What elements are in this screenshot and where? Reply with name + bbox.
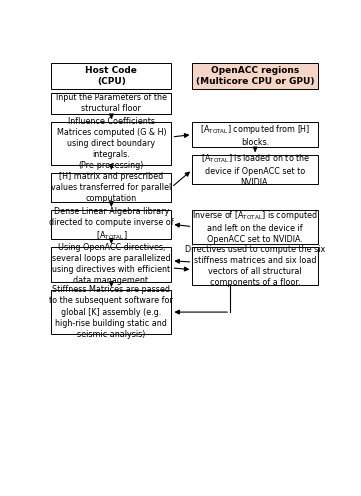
Text: Inverse of [A$_\mathregular{TOTAL}$] is computed
and left on the device if
OpenA: Inverse of [A$_\mathregular{TOTAL}$] is … (192, 209, 318, 244)
Text: OpenACC regions
(Multicore CPU or GPU): OpenACC regions (Multicore CPU or GPU) (196, 65, 314, 86)
Text: Input the Parameters of the
structural floor: Input the Parameters of the structural f… (56, 93, 167, 114)
Text: Stiffness Matrices are passed
to the subsequent software for
global [K] assembly: Stiffness Matrices are passed to the sub… (49, 285, 173, 339)
Text: Influence Coefficients
Matrices computed (G & H)
using direct boundary
integrals: Influence Coefficients Matrices computed… (57, 117, 166, 170)
FancyBboxPatch shape (51, 93, 171, 114)
FancyBboxPatch shape (51, 62, 171, 89)
FancyBboxPatch shape (51, 210, 171, 239)
FancyBboxPatch shape (192, 210, 318, 244)
Text: Directives used to compute the six
stiffness matrices and six load
vectors of al: Directives used to compute the six stiff… (185, 245, 325, 287)
FancyBboxPatch shape (51, 247, 171, 282)
Text: [A$_\mathregular{TOTAL}$] is loaded on to the
device if OpenACC set to
NVIDIA.: [A$_\mathregular{TOTAL}$] is loaded on t… (200, 152, 310, 187)
FancyBboxPatch shape (192, 122, 318, 147)
FancyBboxPatch shape (51, 290, 171, 334)
Text: [H] matrix and prescribed
values transferred for parallel
computation: [H] matrix and prescribed values transfe… (51, 172, 171, 203)
Text: [A$_\mathregular{TOTAL}$] computed from [H]
blocks.: [A$_\mathregular{TOTAL}$] computed from … (200, 123, 310, 147)
FancyBboxPatch shape (192, 155, 318, 184)
FancyBboxPatch shape (192, 62, 318, 89)
Text: Host Code
(CPU): Host Code (CPU) (86, 65, 137, 86)
FancyBboxPatch shape (51, 122, 171, 165)
Text: Using OpenACC directives,
several loops are parallelized
using directives with e: Using OpenACC directives, several loops … (52, 243, 171, 286)
Text: Dense Linear Algebra library
directed to compute inverse of
[A$_\mathregular{TOT: Dense Linear Algebra library directed to… (49, 207, 174, 242)
FancyBboxPatch shape (192, 247, 318, 285)
FancyBboxPatch shape (51, 173, 171, 202)
